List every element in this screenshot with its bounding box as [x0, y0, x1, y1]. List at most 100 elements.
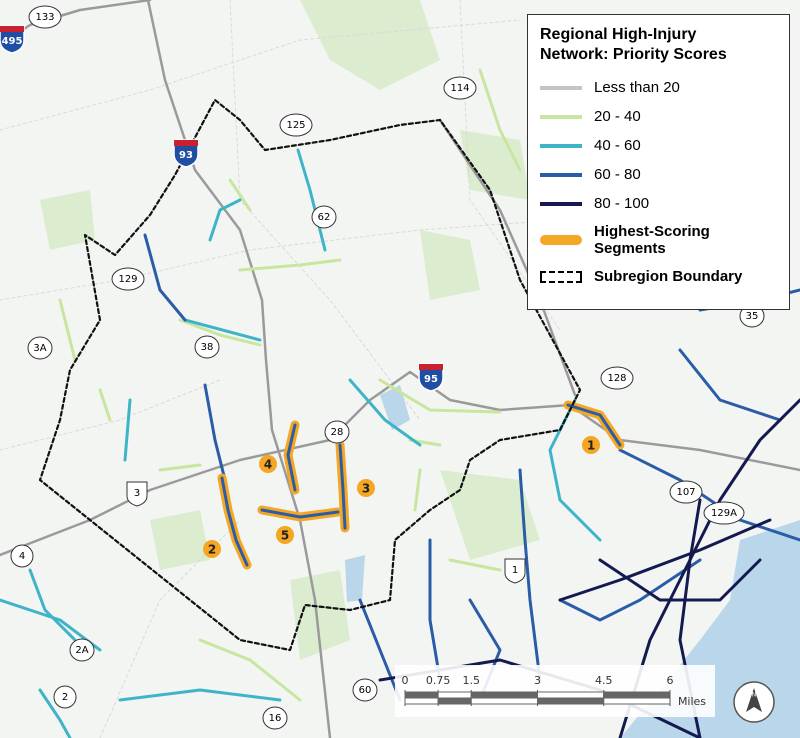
scale-tick-label: 4.5	[595, 674, 613, 687]
legend: Regional High-Injury Network: Priority S…	[527, 14, 790, 310]
legend-swatch	[540, 114, 582, 119]
legend-swatch	[540, 172, 582, 177]
interstate-shield	[173, 139, 199, 168]
route-label: 16	[269, 713, 282, 724]
route-label: 125	[286, 120, 305, 131]
segment-badge	[203, 540, 221, 558]
route-label: 129A	[711, 508, 737, 519]
scale-tick-label: 1.5	[463, 674, 481, 687]
scale-segment	[404, 697, 439, 705]
route-label: 3A	[33, 343, 46, 354]
legend-items: Less than 20 20 - 40 40 - 60 60 - 80 80 - 10…	[540, 73, 777, 218]
segment-badge	[276, 526, 294, 544]
north-label: N	[752, 692, 757, 699]
legend-label: Highest-Scoring Segments	[594, 223, 710, 257]
scale-segment	[603, 697, 671, 705]
state-shield	[194, 335, 220, 359]
legend-item: Less than 20	[540, 73, 777, 102]
legend-boundary: Subregion Boundary	[540, 262, 777, 291]
scale-tick-label: 0.75	[426, 674, 451, 687]
scale-segment	[470, 697, 538, 705]
state-shield	[27, 336, 53, 360]
route-label: 2	[62, 692, 68, 703]
state-shield	[69, 638, 95, 662]
state-shield	[10, 544, 34, 568]
scale-background	[395, 665, 715, 717]
route-label: 62	[318, 212, 331, 223]
state-shield	[28, 5, 62, 29]
route-label: 93	[179, 150, 193, 161]
route-label: 128	[607, 373, 626, 384]
north-pointer	[746, 688, 762, 712]
route-label: 1	[512, 565, 518, 576]
legend-label: Subregion Boundary	[594, 268, 743, 285]
legend-label: 80 - 100	[594, 195, 650, 212]
state-shield	[600, 366, 634, 390]
route-label: 4	[19, 551, 25, 562]
interstate-shield-top	[174, 140, 198, 146]
subregion-boundary	[38, 98, 582, 652]
legend-item: 80 - 100	[540, 189, 777, 218]
legend-label: 20 - 40	[594, 108, 641, 125]
scale-segment	[437, 697, 472, 705]
interstate-shield	[418, 363, 444, 392]
highest-scoring	[217, 400, 625, 570]
scale-segment	[537, 691, 605, 699]
town-lines	[0, 0, 561, 738]
scale-segment	[470, 691, 538, 699]
scale-segment	[603, 691, 671, 699]
scale-segment	[404, 691, 439, 699]
scale-bar: 0 0.75 1.5 3 4.5 6 Miles	[395, 665, 715, 717]
us-shield	[504, 558, 526, 584]
route-label: 95	[424, 374, 438, 385]
legend-item: 60 - 80	[540, 160, 777, 189]
state-shield	[324, 420, 350, 444]
state-shield	[53, 685, 77, 709]
segment-number: 5	[281, 529, 289, 543]
legend-swatch	[540, 85, 582, 90]
legend-label: 60 - 80	[594, 166, 641, 183]
north-arrow: N	[733, 681, 775, 723]
scale-unit: Miles	[678, 695, 706, 708]
route-label: 38	[201, 342, 214, 353]
route-label: 107	[676, 487, 695, 498]
legend-swatch	[540, 201, 582, 206]
route-label: 133	[35, 12, 54, 23]
segment-number: 4	[264, 458, 272, 472]
legend-label: 40 - 60	[594, 137, 641, 154]
legend-label: Less than 20	[594, 79, 680, 96]
route-label: 28	[331, 427, 344, 438]
route-label: 129	[118, 274, 137, 285]
state-shield	[443, 76, 477, 100]
state-shield	[703, 501, 745, 525]
segment-labels: 1 2 3 4 5	[203, 436, 600, 558]
state-shield	[279, 113, 313, 137]
scale-segment	[537, 697, 605, 705]
segment-badge	[357, 479, 375, 497]
state-shield	[262, 706, 288, 730]
state-shield	[669, 480, 703, 504]
state-shield	[352, 678, 378, 702]
interstate-shield-top	[0, 26, 24, 32]
legend-item: 40 - 60	[540, 131, 777, 160]
scale-tick-label: 0	[402, 674, 409, 687]
route-label: 35	[746, 311, 759, 322]
segment-number: 2	[208, 543, 216, 557]
legend-swatch	[540, 143, 582, 148]
segment-badge	[259, 455, 277, 473]
segment-number: 1	[587, 439, 595, 453]
legend-highest: Highest-Scoring Segments	[540, 218, 777, 262]
scale-tick-label: 6	[667, 674, 674, 687]
route-label: 495	[2, 36, 23, 47]
scale-tick-label: 3	[534, 674, 541, 687]
route-label: 2A	[75, 645, 88, 656]
interstate-shield	[0, 25, 25, 54]
route-label: 114	[450, 83, 469, 94]
state-shield	[111, 267, 145, 291]
interstate-shield-top	[419, 364, 443, 370]
scale-segment	[437, 691, 472, 699]
us-shield	[126, 481, 148, 507]
route-label: 3	[134, 488, 140, 499]
legend-item: 20 - 40	[540, 102, 777, 131]
